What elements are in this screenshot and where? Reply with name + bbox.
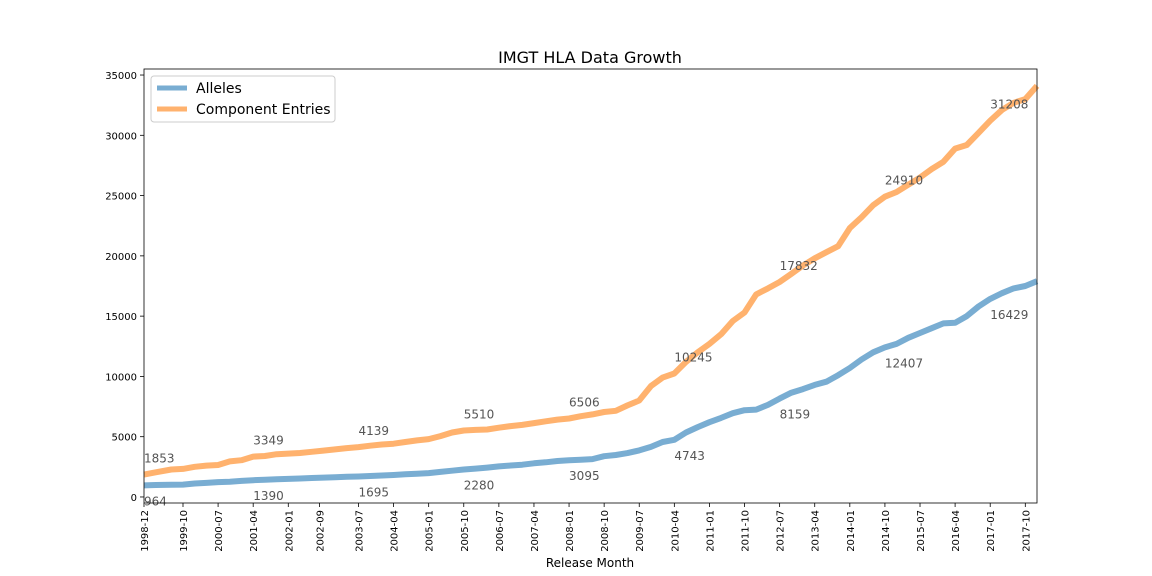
x-tick-label: 2014-10	[881, 510, 892, 552]
x-tick-label: 2009-07	[635, 510, 646, 552]
chart-title: IMGT HLA Data Growth	[498, 48, 682, 67]
data-label-component-entries: 3349	[253, 434, 284, 448]
data-label-alleles: 4743	[674, 449, 705, 463]
data-label-component-entries: 6506	[569, 396, 600, 410]
x-tick-label: 2005-01	[425, 510, 436, 552]
x-tick-label: 2007-04	[530, 510, 541, 552]
series-line-alleles	[143, 278, 1039, 489]
x-tick-label: 2003-07	[354, 510, 365, 552]
x-axis-label: Release Month	[546, 556, 634, 570]
data-label-alleles: 2280	[464, 478, 495, 492]
y-tick-label: 35000	[105, 71, 137, 82]
data-label-component-entries: 17832	[780, 259, 818, 273]
x-tick-label: 2006-07	[495, 510, 506, 552]
y-tick-label: 20000	[105, 252, 137, 263]
series-line-component-entries	[143, 83, 1040, 478]
x-tick-label: 2002-01	[284, 510, 295, 552]
data-label-alleles: 1695	[358, 486, 389, 500]
data-label-component-entries: 1853	[144, 452, 175, 466]
x-tick-label: 2010-04	[670, 510, 681, 552]
x-tick-label: 2014-01	[846, 510, 857, 552]
data-label-component-entries: 31208	[990, 98, 1028, 112]
x-tick-label: 1999-10	[179, 510, 190, 552]
data-label-alleles: 8159	[780, 408, 811, 422]
y-tick-label: 10000	[105, 372, 137, 383]
data-label-alleles: 3095	[569, 469, 600, 483]
x-tick-label: 2017-01	[986, 510, 997, 552]
x-tick-label: 2015-07	[916, 510, 927, 552]
legend-label-component-entries: Component Entries	[196, 102, 331, 118]
data-label-component-entries: 10245	[674, 350, 712, 364]
data-label-component-entries: 5510	[464, 408, 495, 422]
plot-frame	[143, 68, 1038, 504]
x-tick-label: 2013-04	[811, 510, 822, 552]
x-tick-label: 2001-04	[249, 510, 260, 552]
data-label-alleles: 964	[144, 494, 167, 508]
data-label-alleles: 12407	[885, 356, 923, 370]
x-tick-label: 2017-10	[1021, 510, 1032, 552]
x-tick-label: 2008-01	[565, 510, 576, 552]
x-tick-label: 1998-12	[140, 510, 151, 552]
data-label-component-entries: 4139	[358, 424, 389, 438]
data-label-alleles: 16429	[990, 308, 1028, 322]
y-tick-label: 25000	[105, 192, 137, 203]
x-tick-label: 2012-07	[776, 510, 787, 552]
x-tick-label: 2004-04	[390, 510, 401, 552]
y-tick-label: 5000	[112, 433, 137, 444]
legend-box	[150, 75, 336, 123]
x-tick-label: 2005-10	[460, 510, 471, 552]
x-tick-label: 2008-10	[600, 510, 611, 552]
y-tick-label: 15000	[105, 312, 137, 323]
x-tick-label: 2002-09	[315, 510, 326, 552]
data-label-component-entries: 24910	[885, 174, 923, 188]
x-tick-label: 2016-04	[951, 510, 962, 552]
plot-area: 0 5000 10000 15000 20000 25000 30000 35000 1998-…	[105, 71, 1040, 552]
legend-label-alleles: Alleles	[196, 81, 242, 97]
x-tick-label: 2011-10	[741, 510, 752, 552]
x-tick-label: 2011-01	[705, 510, 716, 552]
data-label-alleles: 1390	[253, 489, 284, 503]
legend: Alleles Component Entries	[150, 75, 336, 123]
x-tick-label: 2000-07	[214, 510, 225, 552]
y-tick-label: 0	[131, 493, 137, 504]
y-tick-label: 30000	[105, 131, 137, 142]
